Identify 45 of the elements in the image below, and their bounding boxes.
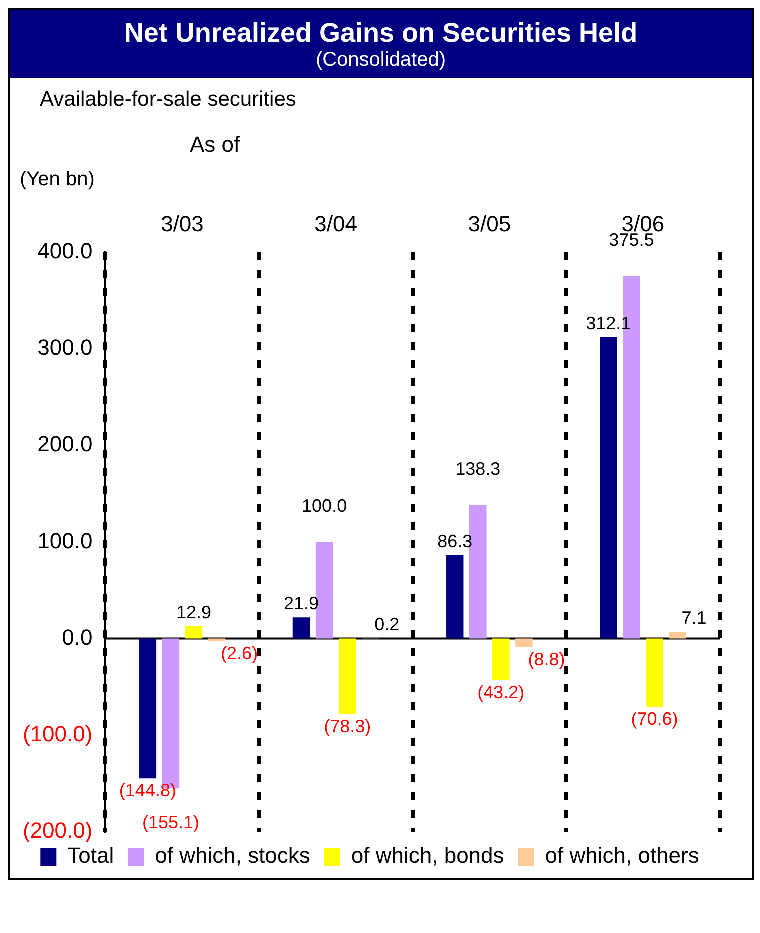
bar: [669, 632, 686, 639]
bar: [492, 638, 510, 681]
x-tick-label: 3/05: [468, 211, 512, 236]
legend-label: of which, stocks: [155, 843, 310, 868]
data-label: (155.1): [142, 812, 200, 833]
bar: [338, 638, 356, 714]
y-tick-label: 0.0: [62, 624, 93, 650]
y-tick-label: 200.0: [38, 432, 93, 457]
y-tick-label: 100.0: [38, 528, 93, 554]
data-label: (2.6): [221, 643, 258, 664]
data-label: 12.9: [176, 602, 212, 622]
chart-title: Net Unrealized Gains on Securities Held: [123, 18, 639, 49]
data-label: 0.2: [374, 614, 400, 635]
data-label: (8.8): [528, 649, 566, 670]
bar: [646, 638, 664, 707]
bar: [600, 337, 618, 639]
bar: [185, 626, 203, 639]
y-axis-title: (Yen bn): [20, 168, 95, 191]
data-label: 312.1: [586, 313, 632, 334]
data-label: (43.2): [478, 682, 525, 702]
bar: [516, 638, 533, 648]
data-label: 7.1: [682, 608, 707, 628]
legend-label: Total: [68, 843, 114, 868]
y-tick-label: (100.0): [22, 721, 93, 746]
data-label: 138.3: [456, 459, 501, 480]
text: As of: [189, 131, 242, 158]
data-label: 86.3: [438, 531, 473, 552]
legend-label: of which, bonds: [351, 843, 504, 868]
x-tick-label: 3/04: [314, 211, 358, 236]
bar: [446, 555, 464, 639]
text: Available-for-sale securities: [39, 87, 298, 112]
data-label: (70.6): [631, 708, 678, 729]
bar: [208, 638, 226, 642]
data-label: (78.3): [324, 716, 372, 736]
chart-subtitle: (Consolidated): [314, 49, 448, 72]
y-tick-label: 300.0: [38, 335, 93, 360]
data-label: 21.9: [284, 594, 320, 614]
x-tick-label: 3/03: [161, 211, 204, 236]
data-label: 100.0: [302, 496, 348, 516]
data-label: (144.8): [119, 780, 176, 801]
y-tick-label: (200.0): [22, 818, 93, 844]
y-tick-label: 400.0: [38, 238, 93, 264]
bar: [292, 618, 310, 639]
bar: [139, 638, 157, 779]
legend-label: of which, others: [545, 843, 700, 868]
